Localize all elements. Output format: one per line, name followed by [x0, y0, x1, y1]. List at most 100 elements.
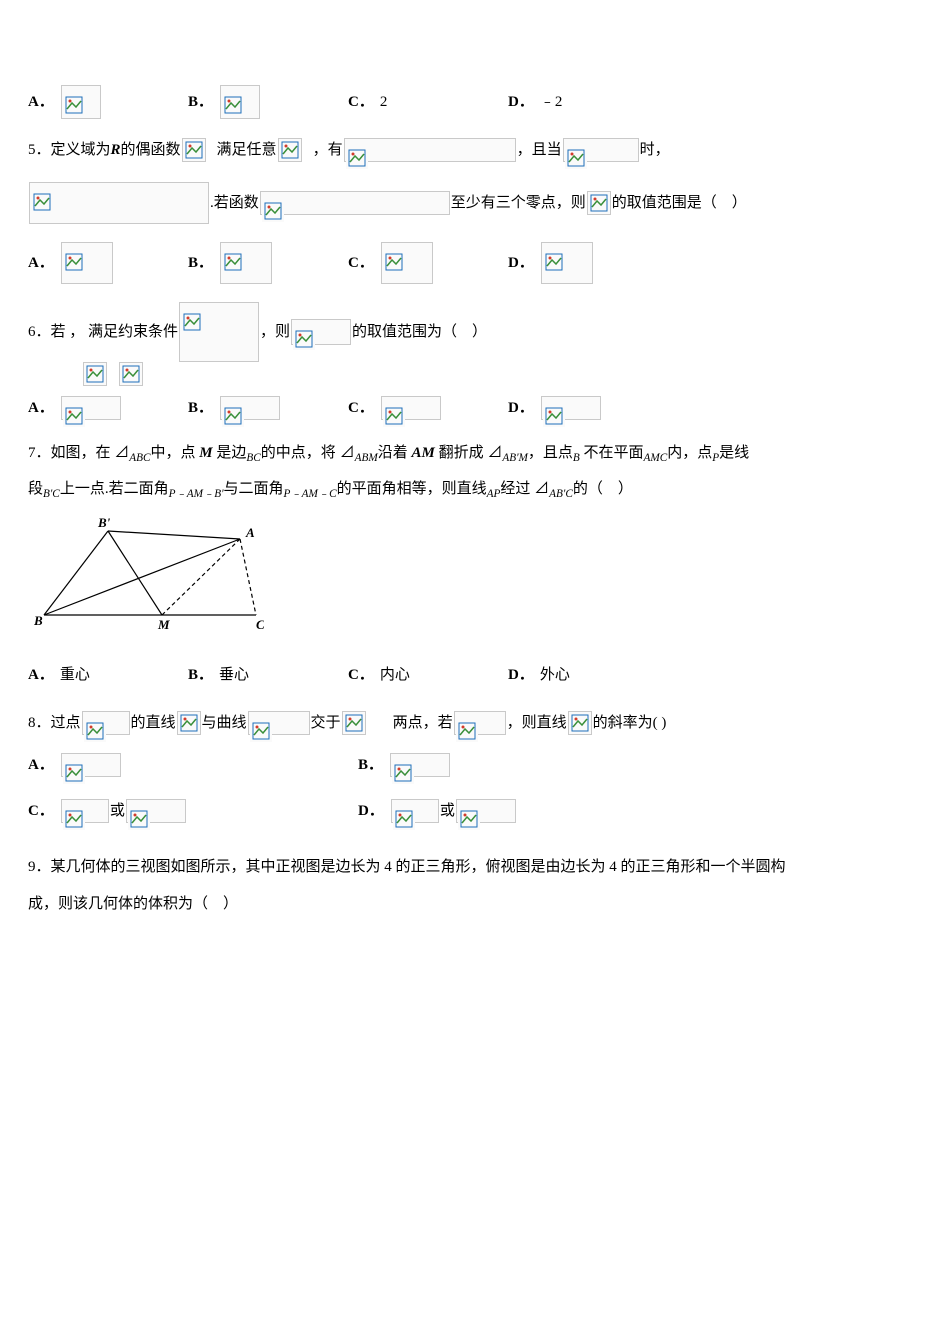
option-label: C． — [348, 245, 374, 281]
formula-placeholder — [82, 711, 130, 735]
broken-image-icon — [383, 251, 405, 273]
option-label: D． — [508, 390, 534, 426]
formula-placeholder — [381, 242, 433, 284]
broken-image-icon — [222, 405, 244, 427]
q8-line: 8．过点 的直线 与曲线 交于 两点，若 ，则直线 的斜率为( ) — [28, 705, 950, 741]
formula-placeholder — [291, 319, 351, 345]
broken-image-icon — [128, 808, 150, 830]
q7-option-b[interactable]: B．垂心 — [188, 657, 348, 693]
text: 是线 — [719, 445, 749, 461]
formula-placeholder — [220, 396, 280, 420]
q4-option-d[interactable]: D． ﹣2 — [508, 84, 668, 120]
q5-line2: .若函数 至少有三个零点，则 的取值范围是（ ） — [28, 182, 950, 224]
text: ，且当 — [517, 132, 562, 168]
text: 的平面角相等，则直线 — [337, 481, 487, 497]
broken-image-icon — [222, 94, 244, 116]
var-R: R — [111, 132, 121, 168]
option-label: A． — [28, 657, 54, 693]
q5-option-d[interactable]: D． — [508, 242, 668, 284]
formula-placeholder — [248, 711, 310, 735]
svg-text:C: C — [256, 617, 264, 632]
text: 交于 — [311, 705, 341, 741]
svg-text:M: M — [157, 617, 170, 632]
q9-line2: 成，则该几何体的体积为（ ） — [28, 888, 950, 921]
q7-options: A．重心 B．垂心 C．内心 D．外心 — [28, 657, 950, 693]
q6-option-a[interactable]: A． — [28, 390, 188, 426]
option-text: 垂心 — [219, 657, 249, 693]
option-label: A． — [28, 390, 54, 426]
text: 的取值范围是（ ） — [612, 185, 747, 221]
broken-image-icon — [181, 311, 203, 333]
broken-image-icon — [456, 720, 478, 742]
text: 段 — [28, 481, 43, 497]
broken-image-icon — [393, 808, 415, 830]
q6-option-c[interactable]: C． — [348, 390, 508, 426]
formula-placeholder — [381, 396, 441, 420]
broken-image-icon — [565, 147, 587, 169]
q7-figure: BMCAB' — [34, 515, 950, 647]
text: ，则 — [260, 314, 290, 350]
broken-image-icon — [63, 808, 85, 830]
q8-option-a[interactable]: A． — [28, 747, 358, 783]
q5-line1: 5．定义域为 R 的偶函数 满足任意 ，有 ，且当 时， — [28, 132, 950, 168]
text: ，则直线 — [507, 705, 567, 741]
broken-image-icon — [250, 720, 272, 742]
sub: B — [573, 452, 580, 464]
option-label: B． — [358, 747, 383, 783]
q8-option-b[interactable]: B． — [358, 747, 688, 783]
svg-text:A: A — [245, 525, 255, 540]
text: 的直线 — [131, 705, 176, 741]
formula-placeholder — [179, 302, 259, 362]
q6-option-b[interactable]: B． — [188, 390, 348, 426]
option-label: B． — [188, 245, 213, 281]
formula-placeholder — [454, 711, 506, 735]
q7-option-d[interactable]: D．外心 — [508, 657, 668, 693]
q8-option-d[interactable]: D． 或 — [358, 793, 688, 829]
option-label: B． — [188, 84, 213, 120]
text: 的斜率为( ) — [593, 705, 667, 741]
option-label: D． — [358, 793, 384, 829]
q7-line1: 7．如图，在 ⊿ABC中，点 M 是边BC的中点，将 ⊿ABM沿着 AM 翻折成… — [28, 438, 950, 470]
text: 与二面角 — [223, 481, 283, 497]
option-label: D． — [508, 245, 534, 281]
text: 的取值范围为（ ） — [352, 314, 487, 350]
broken-image-icon — [346, 147, 368, 169]
formula-placeholder — [61, 799, 109, 823]
q5-options: A． B． C． D． — [28, 242, 950, 284]
broken-image-icon — [177, 711, 201, 735]
q4-option-c[interactable]: C． 2 — [348, 84, 508, 120]
text: ，且点 — [528, 445, 573, 461]
option-label: C． — [28, 793, 54, 829]
broken-image-icon — [83, 362, 107, 386]
q9-line1: 9．某几何体的三视图如图所示，其中正视图是边长为 4 的正三角形，俯视图是由边长… — [28, 851, 950, 884]
formula-placeholder — [391, 799, 439, 823]
option-label: C． — [348, 657, 374, 693]
q7-option-a[interactable]: A．重心 — [28, 657, 188, 693]
option-text: 外心 — [540, 657, 570, 693]
broken-image-icon — [392, 762, 414, 784]
sub: AMC — [644, 452, 668, 464]
formula-placeholder — [563, 138, 639, 162]
or-text: 或 — [110, 793, 125, 829]
text: 至少有三个零点，则 — [451, 185, 586, 221]
q5-option-c[interactable]: C． — [348, 242, 508, 284]
q8-option-c[interactable]: C． 或 — [28, 793, 358, 829]
q7-option-c[interactable]: C．内心 — [348, 657, 508, 693]
broken-image-icon — [222, 251, 244, 273]
broken-image-icon — [63, 94, 85, 116]
q5-option-b[interactable]: B． — [188, 242, 348, 284]
q6-options: A． B． C． D． — [28, 390, 950, 426]
q7-line2: 段B'C上一点.若二面角P﹣AM﹣B'与二面角P﹣AM﹣C的平面角相等，则直线A… — [28, 474, 950, 506]
text: 不在平面 — [580, 445, 644, 461]
q6-option-d[interactable]: D． — [508, 390, 668, 426]
option-label: D． — [508, 657, 534, 693]
q5-option-a[interactable]: A． — [28, 242, 188, 284]
q4-option-b[interactable]: B． — [188, 84, 348, 120]
formula-placeholder — [390, 753, 450, 777]
broken-image-icon — [342, 711, 366, 735]
formula-placeholder — [29, 182, 209, 224]
broken-image-icon — [293, 328, 315, 350]
option-label: B． — [188, 390, 213, 426]
q4-option-a[interactable]: A． — [28, 84, 188, 120]
triangle-symbol: ⊿ — [487, 445, 502, 461]
